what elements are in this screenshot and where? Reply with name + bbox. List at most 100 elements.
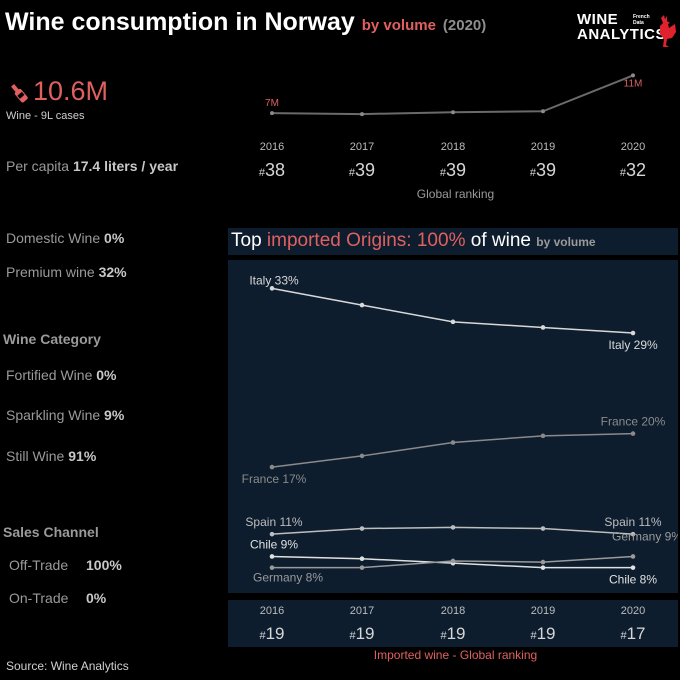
logo-line1: WINE (577, 11, 619, 28)
series-point-chile (269, 554, 275, 559)
rank-value: #39 (508, 160, 578, 181)
premium-label: Premium wine (6, 264, 95, 280)
trend-point (631, 73, 635, 78)
series-point-spain (540, 526, 546, 531)
category-label: Fortified Wine (6, 367, 93, 383)
title-measure: by volume (361, 17, 436, 34)
rank-hash: # (530, 630, 537, 642)
year-label: 2017 (349, 141, 375, 153)
series-label-germany: Germany 9% (612, 529, 678, 543)
rank-value: #32 (598, 160, 668, 181)
series-point-italy (269, 286, 275, 291)
panel-title-end: of wine (470, 230, 531, 251)
series-point-germany (630, 554, 636, 559)
rank-hash: # (440, 630, 447, 642)
series-label-germany: Germany 8% (253, 571, 323, 585)
panel-title-start: Top (231, 230, 262, 251)
series-label-spain: Spain 11% (604, 515, 661, 529)
title-year: (2020) (442, 17, 487, 34)
wine-bottle-icon (11, 84, 28, 103)
volume-trend-line (271, 74, 634, 116)
rank-hash: # (439, 167, 447, 179)
series-point-italy (450, 319, 456, 325)
rank-number: 17 (626, 624, 646, 643)
series-label-france: France 17% (242, 472, 307, 486)
domestic-wine-stat: Domestic Wine 0% (6, 230, 124, 246)
channel-label: On-Trade (9, 590, 69, 606)
category-fortified: Fortified Wine 0% (6, 367, 116, 383)
series-label-chile: Chile 8% (609, 573, 657, 587)
year-label: 2020 (620, 141, 646, 153)
channel-off-trade-value: 100% (86, 557, 122, 573)
trend-point (451, 110, 455, 115)
rank-value: #38 (237, 160, 307, 181)
channel-label: Off-Trade (9, 557, 69, 573)
series-point-france (269, 464, 275, 470)
series-point-france (450, 440, 456, 445)
rank-hash: # (349, 630, 356, 642)
per-capita-label: Per capita (6, 158, 70, 174)
rank-hash: # (620, 630, 627, 642)
domestic-label: Domestic Wine (6, 230, 101, 246)
year-label: 2017 (349, 605, 375, 617)
rooster-icon (660, 15, 676, 47)
rank-value: #17 (598, 624, 668, 644)
series-label-italy: Italy 29% (608, 338, 658, 352)
year-label: 2016 (259, 605, 285, 617)
trend-last-label: 11M (624, 78, 643, 89)
panel-title-measure: by volume (536, 235, 596, 249)
series-point-france (630, 431, 636, 436)
trend-point (541, 109, 545, 114)
year-label: 2019 (530, 141, 556, 153)
series-point-germany (359, 565, 365, 570)
wine-analytics-logo: WINE ANALYTICS French Data (577, 11, 676, 47)
series-point-spain (359, 526, 365, 531)
rank-number: 19 (265, 624, 285, 643)
series-line-italy (271, 287, 634, 334)
series-label-spain: Spain 11% (245, 515, 302, 529)
series-point-germany (450, 558, 456, 564)
category-label: Still Wine (6, 448, 65, 464)
imported-origins-title: Top imported Origins: 100% of wine by vo… (231, 230, 596, 252)
imported-ranking-caption: Imported wine - Global ranking (373, 648, 538, 662)
series-label-italy: Italy 33% (249, 273, 299, 287)
premium-wine-stat: Premium wine 32% (6, 264, 127, 280)
rank-value: #19 (327, 624, 397, 644)
series-point-chile (540, 565, 546, 570)
category-sparkling: Sparkling Wine 9% (6, 407, 124, 423)
per-capita-value: 17.4 liters / year (72, 158, 179, 174)
rank-hash: # (348, 167, 356, 179)
series-point-spain (630, 531, 636, 537)
premium-value: 32% (98, 264, 127, 280)
logo-line2: ANALYTICS (577, 26, 666, 43)
source-note: Source: Wine Analytics (6, 659, 129, 673)
imported-origins-panel: Italy 33% Italy 29% France 17% France 20% Sp… (228, 260, 680, 593)
series-label-france: France 20% (601, 415, 666, 429)
trend-first-label: 7M (265, 98, 279, 109)
channel-off-trade: Off-Trade (9, 557, 68, 573)
series-point-italy (540, 325, 546, 330)
category-label: Sparkling Wine (6, 407, 101, 423)
rank-number: 19 (536, 624, 556, 643)
rank-number: 39 (446, 160, 467, 180)
rank-value: #19 (508, 624, 578, 644)
series-point-france (359, 453, 365, 459)
year-label: 2018 (440, 141, 466, 153)
trend-point (360, 112, 364, 117)
series-line-france (271, 432, 634, 468)
year-label: 2020 (620, 605, 646, 617)
wine-category-heading: Wine Category (3, 331, 101, 347)
series-point-france (540, 433, 546, 439)
rank-hash: # (258, 167, 266, 179)
series-point-germany (269, 565, 275, 570)
trend-point (270, 111, 274, 116)
panel-title-highlight: imported Origins: 100% (266, 230, 466, 251)
channel-on-trade: On-Trade (9, 590, 68, 606)
rank-number: 32 (626, 160, 647, 180)
title-main: Wine consumption in Norway (5, 8, 355, 36)
channel-on-trade-value: 0% (86, 590, 106, 606)
category-value: 9% (104, 407, 125, 423)
sales-channel-heading: Sales Channel (3, 524, 99, 540)
year-label: 2016 (259, 141, 285, 153)
rank-hash: # (619, 167, 627, 179)
